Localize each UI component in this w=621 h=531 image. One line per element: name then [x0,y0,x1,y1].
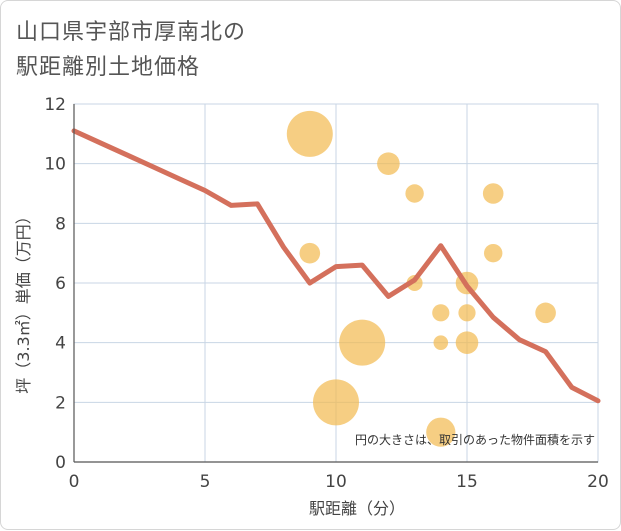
data-point-bubble [484,243,503,263]
x-tick-label: 20 [587,472,609,492]
y-tick-label: 8 [55,214,66,234]
data-point-bubble [433,335,449,350]
data-point-bubble [426,417,456,447]
data-point-bubble [405,184,424,203]
y-tick-label: 0 [55,453,66,473]
x-tick-label: 0 [69,472,80,492]
x-axis-label: 駅距離（分） [309,499,405,518]
size-annotation: 円の大きさは、取引のあった物件面積を示す [355,432,595,447]
chart-title-line1: 山口県宇部市厚南北の [16,20,247,45]
x-tick-label: 10 [325,472,347,492]
y-tick-label: 4 [55,334,66,354]
data-point-bubble [458,304,476,322]
data-point-bubble [535,302,556,324]
x-tick-label: 5 [200,472,211,492]
y-tick-label: 6 [55,274,66,294]
data-point-bubble [299,242,321,264]
y-tick-label: 12 [44,95,66,115]
axis-layer: 0 5 10 15 20 0 2 4 6 8 10 12 [44,95,608,492]
data-point-bubble [377,152,400,175]
data-point-bubble [339,319,386,366]
data-point-bubble [406,275,423,291]
chart-title: 山口県宇部市厚南北の 駅距離別土地価格 [16,15,246,85]
bubble-layer [286,110,556,447]
y-tick-label: 2 [55,393,66,413]
y-tick-label: 10 [44,155,66,175]
data-point-bubble [313,379,359,426]
data-point-bubble [286,110,333,157]
data-point-bubble [482,183,504,204]
line-layer [71,128,601,404]
data-point-bubble [432,304,450,322]
price-trend-line [71,128,601,404]
y-axis-label: 坪（3.3㎡）単価（万円） [14,208,33,393]
x-tick-label: 15 [456,472,478,492]
data-point-bubble [455,331,479,354]
chart-title-line2: 駅距離別土地価格 [16,55,201,80]
